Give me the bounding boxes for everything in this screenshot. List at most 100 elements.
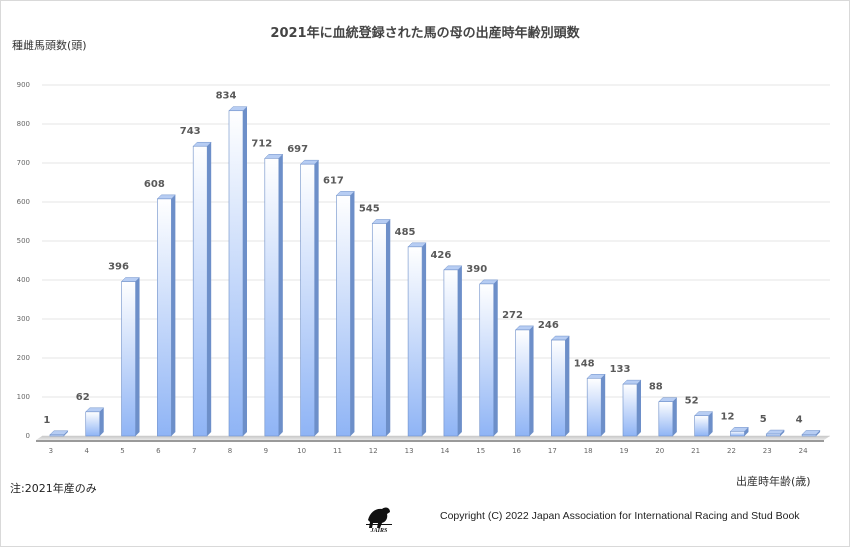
logo-text: JAIRS <box>370 528 388 534</box>
data-label: 5 <box>760 414 767 425</box>
data-label: 396 <box>108 262 129 273</box>
x-axis-label: 出産時年齢(歳) <box>736 475 811 488</box>
data-label: 133 <box>610 364 631 375</box>
bar-13 <box>407 242 427 437</box>
y-tick-label: 800 <box>17 120 30 128</box>
bar-front <box>264 158 280 437</box>
bar-front <box>443 269 459 437</box>
x-tick-label: 24 <box>799 447 808 455</box>
x-tick-label: 14 <box>440 447 449 455</box>
chart-floor <box>36 436 830 440</box>
x-tick-label: 7 <box>192 447 196 455</box>
bar-side <box>350 191 355 436</box>
bar-9 <box>264 154 284 437</box>
bar-side <box>314 160 319 437</box>
bar-front <box>157 198 172 437</box>
bar-11 <box>335 191 356 437</box>
bar-16 <box>514 325 535 437</box>
bar-8 <box>228 106 248 437</box>
x-tick-label: 17 <box>548 447 557 455</box>
bar-22 <box>729 427 750 437</box>
bar-side <box>278 154 283 436</box>
bar-15 <box>479 279 499 437</box>
bar-side <box>99 407 104 436</box>
bar-side <box>386 219 391 436</box>
bar-side <box>780 430 785 436</box>
bar-side <box>601 374 606 436</box>
jairs-logo-icon: JAIRS <box>366 507 392 534</box>
data-label: 4 <box>796 414 803 425</box>
bar-21 <box>694 411 714 437</box>
x-tick-label: 3 <box>49 447 53 455</box>
x-tick-label: 8 <box>228 447 232 455</box>
y-tick-label: 700 <box>17 159 30 167</box>
bar-side <box>708 411 713 436</box>
x-tick-label: 23 <box>763 447 772 455</box>
bar-front <box>300 163 315 437</box>
data-label: 88 <box>649 382 663 393</box>
chart-floor-edge <box>36 440 824 442</box>
bar-side <box>529 325 534 436</box>
bar-12 <box>371 219 391 437</box>
data-label: 834 <box>216 91 237 102</box>
data-label: 617 <box>323 175 344 186</box>
bar-side <box>672 397 677 436</box>
bar-front <box>694 415 709 437</box>
bar-side <box>565 336 570 436</box>
x-tick-label: 18 <box>584 447 593 455</box>
bar-front <box>801 434 817 437</box>
x-tick-label: 4 <box>84 447 89 455</box>
bar-side <box>493 279 498 436</box>
bar-front <box>479 283 495 437</box>
bar-front <box>586 377 602 437</box>
bar-front <box>49 434 65 437</box>
x-tick-label: 13 <box>405 447 414 455</box>
x-tick-label: 10 <box>297 447 306 455</box>
bar-front <box>336 195 351 437</box>
data-label: 12 <box>720 411 734 422</box>
y-tick-label: 100 <box>17 393 30 401</box>
x-tick-label: 20 <box>655 447 664 455</box>
data-label: 743 <box>180 126 201 137</box>
data-label: 485 <box>395 227 416 238</box>
data-label: 697 <box>287 144 308 155</box>
data-label: 52 <box>685 396 699 407</box>
data-label: 545 <box>359 203 380 214</box>
chart-title: 2021年に血統登録された馬の母の出産時年齢別頭数 <box>270 26 580 41</box>
bar-front <box>85 411 101 437</box>
copyright-text: Copyright (C) 2022 Japan Association for… <box>440 510 800 522</box>
y-tick-label: 200 <box>17 354 30 362</box>
bar-front <box>192 145 208 437</box>
bar-front <box>551 339 566 437</box>
x-tick-label: 11 <box>333 447 342 455</box>
x-tick-label: 15 <box>476 447 485 455</box>
bar-14 <box>443 265 463 437</box>
data-label: 390 <box>466 264 487 275</box>
bar-side <box>243 106 247 437</box>
data-label: 62 <box>76 392 90 403</box>
bar-front <box>228 110 244 437</box>
y-axis-label: 種雌馬頭数(頭) <box>12 39 87 52</box>
x-tick-label: 9 <box>264 447 268 455</box>
bar-4 <box>85 407 105 437</box>
bar-19 <box>622 379 642 437</box>
x-tick-label: 21 <box>691 447 700 455</box>
bar-front <box>622 383 638 437</box>
bar-side <box>457 265 462 436</box>
bar-side <box>816 430 821 436</box>
data-label: 426 <box>430 250 451 261</box>
bar-23 <box>765 429 785 437</box>
bar-side <box>744 427 749 436</box>
bar-side <box>422 242 427 436</box>
bar-side <box>135 277 140 436</box>
bar-front <box>407 246 423 437</box>
bar-20 <box>658 397 678 437</box>
bar-10 <box>300 159 320 437</box>
bar-5 <box>120 277 141 437</box>
bar-front <box>515 329 530 437</box>
y-tick-label: 0 <box>26 432 30 440</box>
bar-front <box>121 281 136 437</box>
data-label: 608 <box>144 179 165 190</box>
data-label: 712 <box>251 138 272 149</box>
x-tick-label: 12 <box>369 447 378 455</box>
